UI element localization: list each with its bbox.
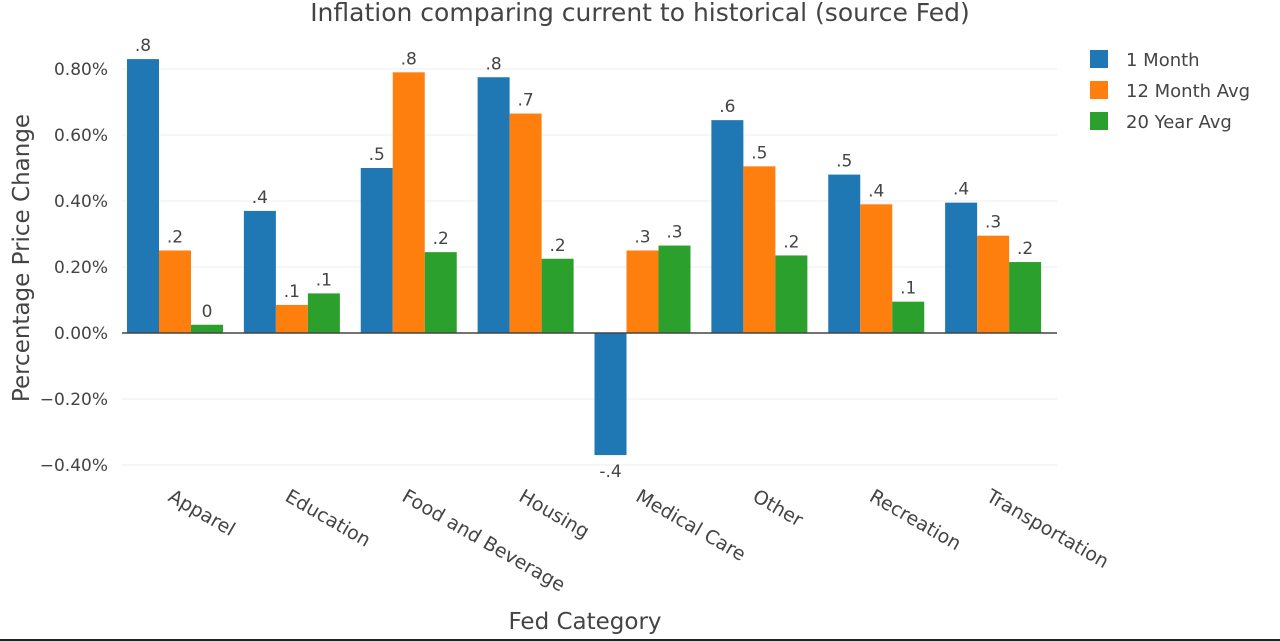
- data-label: .2: [783, 232, 799, 252]
- bar-12-month-avg: [977, 235, 1010, 333]
- bar-12-month-avg: [509, 113, 542, 333]
- x-category-label: Education: [281, 485, 374, 551]
- bar-12-month-avg: [392, 72, 425, 334]
- x-category-label: Housing: [515, 485, 593, 543]
- bottom-border: [0, 639, 1280, 641]
- y-axis-title: Percentage Price Change: [9, 114, 35, 402]
- data-label: .8: [401, 49, 417, 69]
- bar-1-month: [243, 210, 276, 333]
- data-label: .6: [719, 97, 735, 117]
- bar-20-year-avg: [541, 258, 574, 333]
- x-category-label: Transportation: [982, 485, 1113, 573]
- legend-label: 12 Month Avg: [1126, 81, 1250, 102]
- data-label: 0: [202, 302, 213, 322]
- bar-1-month: [945, 202, 978, 333]
- legend-label: 20 Year Avg: [1126, 112, 1232, 133]
- x-category-label: Medical Care: [632, 485, 749, 565]
- data-label: .1: [900, 279, 916, 299]
- data-label: .4: [953, 180, 969, 200]
- y-tick-label: −0.20%: [40, 390, 108, 410]
- legend: 1 Month 12 Month Avg 20 Year Avg: [1090, 50, 1250, 133]
- bar-12-month-avg: [743, 166, 776, 333]
- data-label: .1: [316, 270, 332, 290]
- bar-12-month-avg: [860, 204, 893, 333]
- data-label: .8: [135, 36, 151, 56]
- data-label: .8: [486, 54, 502, 74]
- legend-swatch: [1090, 81, 1108, 99]
- y-tick-label: −0.40%: [40, 456, 108, 476]
- data-label: .2: [550, 236, 566, 256]
- bars: [127, 59, 1042, 456]
- data-label: .2: [167, 228, 183, 248]
- x-category-label: Other: [749, 485, 807, 531]
- data-label: .5: [836, 152, 852, 172]
- bar-1-month: [711, 120, 744, 334]
- data-label: .3: [666, 223, 682, 243]
- bar-20-year-avg: [892, 301, 925, 333]
- x-axis-title: Fed Category: [508, 609, 661, 635]
- bar-12-month-avg: [159, 250, 191, 333]
- x-category-label: Recreation: [866, 485, 965, 555]
- grid-lines: [122, 68, 1057, 466]
- bar-20-year-avg: [658, 245, 691, 333]
- y-tick-label: 0.00%: [54, 324, 108, 344]
- chart-title: Inflation comparing current to historica…: [310, 0, 970, 27]
- data-label: -.4: [599, 462, 621, 482]
- bar-1-month: [360, 168, 393, 333]
- bar-1-month: [594, 333, 627, 456]
- bar-20-year-avg: [307, 293, 340, 333]
- data-label: .7: [518, 91, 534, 111]
- x-category-label: Apparel: [165, 485, 239, 541]
- bar-20-year-avg: [191, 324, 223, 333]
- data-label: .2: [1017, 239, 1033, 259]
- y-tick-label: 0.60%: [54, 126, 108, 146]
- bar-1-month: [127, 59, 159, 333]
- y-tick-label: 0.40%: [54, 192, 108, 212]
- x-axis-categories: Apparel Education Food and BeverageHousing…: [165, 485, 1113, 597]
- data-label: .1: [284, 282, 300, 302]
- legend-swatch: [1090, 50, 1108, 68]
- data-label: .3: [985, 213, 1001, 233]
- data-label: .5: [751, 143, 767, 163]
- data-label: .4: [868, 181, 884, 201]
- bar-20-year-avg: [424, 252, 457, 333]
- legend-swatch: [1090, 112, 1108, 130]
- legend-label: 1 Month: [1126, 50, 1200, 71]
- data-label: .2: [433, 229, 449, 249]
- bar-12-month-avg: [275, 304, 308, 333]
- y-tick-label: 0.20%: [54, 258, 108, 278]
- data-label: .4: [252, 188, 268, 208]
- data-label: .5: [369, 145, 385, 165]
- data-label: .3: [634, 228, 650, 248]
- data-labels: .8 .2 0 .4 .1 .1 .5 .8 .2 .8 .7 .2 -.4 .3 .3 .6 .5 .2 .5 .4…: [135, 36, 1033, 482]
- bar-12-month-avg: [626, 250, 659, 333]
- y-tick-label: 0.80%: [54, 60, 108, 80]
- bar-1-month: [828, 174, 861, 333]
- bar-20-year-avg: [775, 255, 808, 333]
- y-axis-ticks: −0.40% −0.20% 0.00% 0.20% 0.40% 0.60% 0.80%: [40, 60, 108, 476]
- bar-1-month: [477, 77, 510, 333]
- bar-20-year-avg: [1009, 262, 1042, 333]
